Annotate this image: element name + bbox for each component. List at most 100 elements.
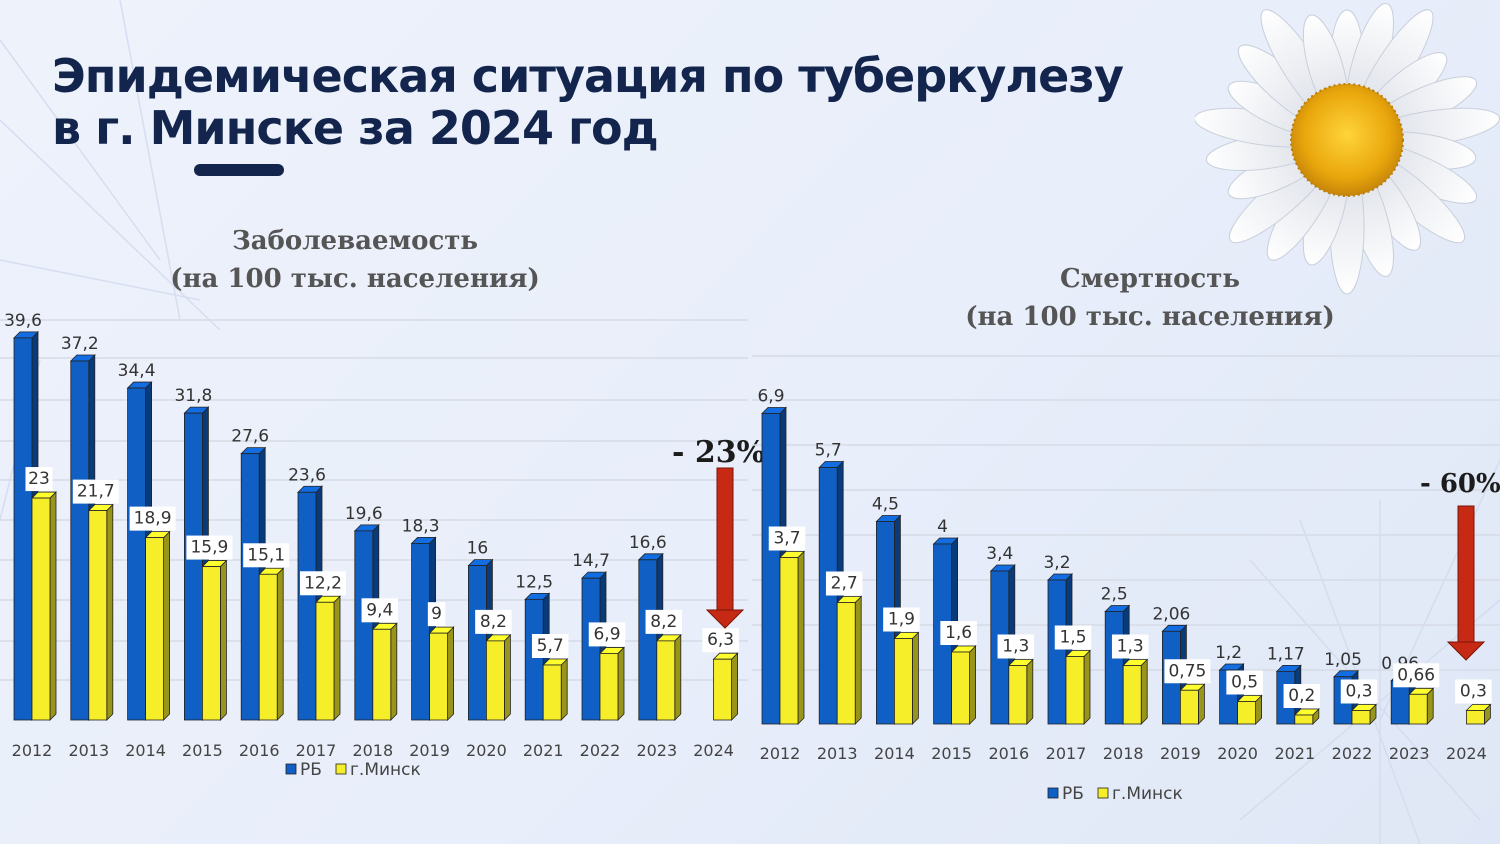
- incidence-value-label-rb: 34,4: [118, 361, 156, 381]
- mortality-chart: 6,9 3,7 2012 5,7 2,7 2013 4,5 1,9 2014 4 1,6 2015 3,…: [752, 355, 1500, 804]
- mortality-value-label-minsk: 0,5: [1226, 670, 1263, 695]
- incidence-value-label-minsk: 8,2: [475, 609, 512, 634]
- incidence-value-label-rb: 12,5: [515, 572, 553, 592]
- mortality-bar-minsk: [1408, 687, 1435, 725]
- incidence-value-label-rb: 27,6: [231, 427, 269, 447]
- incidence-bar-minsk: [712, 652, 739, 721]
- mortality-chart-title: Смертность (на 100 тыс. населения): [930, 260, 1370, 336]
- daisy-flower-image: [1195, 3, 1500, 295]
- incidence-bar-minsk: [599, 646, 625, 721]
- incidence-year-label: 2023: [636, 741, 677, 760]
- mortality-bar-minsk: [1007, 658, 1034, 725]
- incidence-value-label-rb: 14,7: [572, 551, 610, 571]
- mortality-year-label: 2022: [1332, 744, 1373, 763]
- svg-text:0,5: 0,5: [1231, 673, 1258, 693]
- legend-item: РБ: [285, 760, 322, 780]
- mortality-value-label-rb: 5,7: [815, 441, 842, 461]
- incidence-year-label: 2017: [296, 741, 337, 760]
- svg-text:0,3: 0,3: [1460, 682, 1487, 702]
- page-title-line1: Эпидемическая ситуация по туберкулезу: [52, 49, 1124, 103]
- svg-text:1,05: 1,05: [1324, 650, 1362, 670]
- mortality-value-label-minsk: 1,9: [883, 607, 920, 632]
- incidence-year-label: 2019: [409, 741, 450, 760]
- incidence-value-label-rb: 39,6: [4, 311, 42, 331]
- svg-text:2,5: 2,5: [1101, 585, 1128, 605]
- svg-text:27,6: 27,6: [231, 427, 269, 447]
- mortality-bar-minsk: [1293, 708, 1320, 725]
- page-title-line2: в г. Минске за 2024 год: [52, 101, 659, 155]
- mortality-bar-minsk: [779, 550, 805, 725]
- incidence-value-label-minsk: 23: [25, 467, 53, 492]
- mortality-value-label-rb: 4,5: [872, 495, 899, 515]
- legend-item: г.Минск: [335, 760, 421, 780]
- mortality-bar-minsk: [836, 595, 863, 725]
- svg-text:12,5: 12,5: [515, 572, 553, 592]
- incidence-value-label-rb: 16: [467, 539, 489, 559]
- svg-text:23,6: 23,6: [288, 465, 326, 485]
- svg-text:1,5: 1,5: [1059, 628, 1086, 648]
- mortality-legend: РБ г.Минск: [1047, 784, 1183, 804]
- svg-text:31,8: 31,8: [174, 386, 212, 406]
- svg-text:23: 23: [28, 469, 50, 489]
- svg-text:0,66: 0,66: [1397, 665, 1435, 685]
- mortality-year-label: 2017: [1046, 744, 1087, 763]
- svg-text:18,3: 18,3: [402, 516, 440, 536]
- svg-text:8,2: 8,2: [480, 612, 507, 632]
- incidence-value-label-minsk: 15,9: [186, 535, 233, 560]
- incidence-bar-minsk: [542, 658, 569, 721]
- mortality-year-label: 2024: [1446, 744, 1487, 763]
- mortality-value-label-rb: 1,2: [1215, 643, 1242, 663]
- svg-text:г.Минск: г.Минск: [350, 760, 421, 780]
- svg-text:1,17: 1,17: [1267, 644, 1305, 664]
- mortality-value-label-minsk: 1,3: [997, 634, 1035, 659]
- incidence-bar-minsk: [315, 595, 341, 721]
- mortality-value-label-minsk: 0,3: [1340, 679, 1378, 704]
- mortality-chart-title-text: Смертность: [1059, 264, 1241, 294]
- svg-text:0,2: 0,2: [1288, 686, 1315, 706]
- mortality-year-label: 2016: [988, 744, 1029, 763]
- incidence-value-label-minsk: 21,7: [72, 479, 119, 504]
- mortality-value-label-minsk: 0,3: [1455, 679, 1492, 704]
- incidence-bar-minsk: [428, 626, 455, 721]
- mortality-value-label-rb: 1,17: [1267, 644, 1305, 664]
- mortality-bar-minsk: [1351, 703, 1377, 725]
- svg-text:9,4: 9,4: [366, 600, 393, 620]
- incidence-year-label: 2021: [523, 741, 564, 760]
- svg-text:6,3: 6,3: [707, 630, 734, 650]
- svg-text:37,2: 37,2: [61, 334, 99, 354]
- incidence-legend: РБ г.Минск: [285, 760, 421, 780]
- svg-text:3,7: 3,7: [773, 529, 800, 549]
- mortality-year-label: 2019: [1160, 744, 1201, 763]
- svg-text:0,3: 0,3: [1345, 682, 1372, 702]
- svg-text:0,75: 0,75: [1168, 661, 1206, 681]
- incidence-chart-title: Заболеваемость (на 100 тыс. населения): [130, 222, 580, 298]
- mortality-decline-arrow: [1446, 505, 1486, 661]
- incidence-year-label: 2016: [239, 741, 280, 760]
- incidence-bar-minsk: [655, 633, 682, 721]
- svg-text:1,3: 1,3: [1002, 637, 1029, 657]
- mortality-bar-minsk: [1236, 694, 1263, 725]
- mortality-year-label: 2013: [817, 744, 858, 763]
- mortality-year-label: 2020: [1217, 744, 1258, 763]
- svg-text:9: 9: [431, 604, 442, 624]
- svg-text:1,2: 1,2: [1215, 643, 1242, 663]
- mortality-value-label-rb: 1,05: [1324, 650, 1362, 670]
- svg-text:8,2: 8,2: [650, 612, 677, 632]
- mortality-bar-minsk: [1122, 658, 1149, 725]
- incidence-value-label-rb: 31,8: [174, 386, 212, 406]
- svg-text:2,06: 2,06: [1152, 604, 1190, 624]
- incidence-year-label: 2018: [352, 741, 393, 760]
- incidence-value-label-minsk: 9: [427, 602, 446, 627]
- incidence-value-label-minsk: 8,2: [645, 609, 683, 634]
- mortality-value-label-minsk: 0,75: [1164, 659, 1211, 684]
- incidence-chart-subtitle: (на 100 тыс. населения): [170, 264, 540, 294]
- mortality-value-label-minsk: 3,7: [768, 526, 806, 551]
- incidence-value-label-rb: 23,6: [288, 465, 326, 485]
- incidence-value-label-rb: 16,6: [629, 533, 667, 553]
- mortality-value-label-minsk: 0,2: [1283, 684, 1321, 708]
- incidence-chart: 39,6 23 2012 37,2 21,7 2013 34,4 18,9 2014 31,8 15…: [0, 311, 765, 780]
- mortality-value-label-rb: 4: [937, 517, 948, 537]
- svg-text:4,5: 4,5: [872, 495, 899, 515]
- mortality-year-label: 2014: [874, 744, 915, 763]
